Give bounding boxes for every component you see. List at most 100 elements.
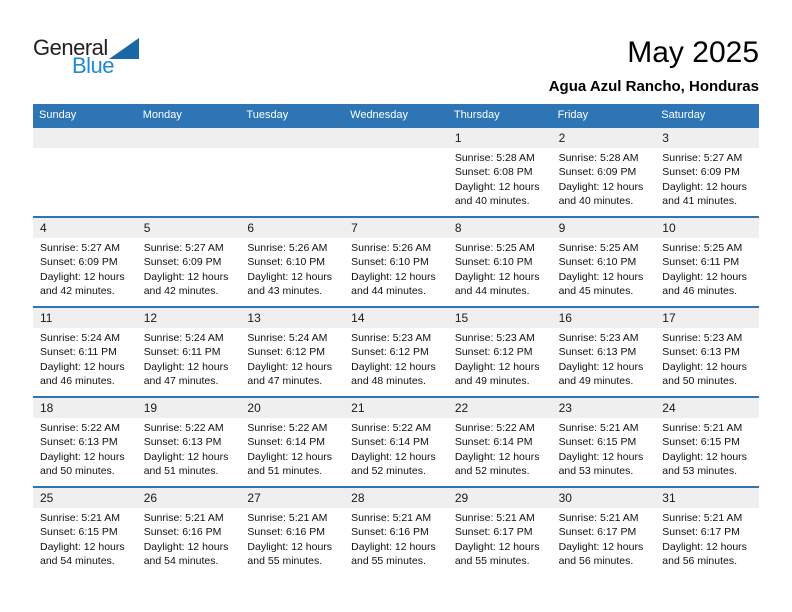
- day-details: Sunrise: 5:22 AM Sunset: 6:14 PM Daylight:…: [344, 418, 448, 479]
- day-cell-4: 4 Sunrise: 5:27 AM Sunset: 6:09 PM Daylight…: [33, 218, 137, 306]
- day-detail-line: Sunrise: 5:24 AM: [247, 332, 328, 344]
- day-detail-line: Sunrise: 5:25 AM: [662, 242, 743, 254]
- day-details: Sunrise: 5:21 AM Sunset: 6:16 PM Daylight:…: [137, 508, 241, 569]
- day-detail-line: Sunset: 6:10 PM: [351, 256, 429, 269]
- day-detail-line: and 43 minutes.: [247, 285, 323, 298]
- day-detail-line: Daylight: 12 hours: [40, 450, 125, 463]
- day-number: 24: [655, 398, 759, 418]
- day-detail-line: Daylight: 12 hours: [662, 270, 747, 283]
- day-number: 17: [655, 308, 759, 328]
- day-cell-30: 30 Sunrise: 5:21 AM Sunset: 6:17 PM Dayligh…: [551, 488, 656, 576]
- day-details: Sunrise: 5:21 AM Sunset: 6:17 PM Daylight:…: [552, 508, 656, 569]
- day-number: 26: [136, 488, 241, 508]
- day-number: 22: [447, 398, 552, 418]
- day-detail-line: Sunrise: 5:22 AM: [247, 422, 328, 434]
- day-number: 27: [240, 488, 345, 508]
- day-number: 7: [344, 218, 448, 238]
- week-row: 4 Sunrise: 5:27 AM Sunset: 6:09 PM Daylight…: [33, 216, 759, 306]
- day-detail-line: Daylight: 12 hours: [454, 270, 540, 283]
- day-details: Sunrise: 5:25 AM Sunset: 6:10 PM Daylight:…: [448, 238, 552, 299]
- day-detail-line: Sunrise: 5:26 AM: [351, 242, 432, 254]
- day-cell-empty: [240, 128, 345, 216]
- day-details: Sunrise: 5:25 AM Sunset: 6:10 PM Daylight:…: [552, 238, 656, 299]
- day-detail-line: Sunrise: 5:25 AM: [454, 242, 535, 254]
- day-cell-22: 22 Sunrise: 5:22 AM Sunset: 6:14 PM Dayligh…: [447, 398, 552, 486]
- day-detail-line: Daylight: 12 hours: [143, 270, 229, 283]
- day-details: Sunrise: 5:21 AM Sunset: 6:15 PM Daylight:…: [33, 508, 137, 569]
- day-detail-line: Sunset: 6:12 PM: [454, 346, 533, 359]
- day-number: [136, 128, 241, 148]
- day-detail-line: Daylight: 12 hours: [40, 540, 125, 553]
- day-details: Sunrise: 5:22 AM Sunset: 6:14 PM Daylight:…: [448, 418, 552, 479]
- day-number: [33, 128, 137, 148]
- day-number: 1: [447, 128, 552, 148]
- day-detail-line: and 47 minutes.: [247, 375, 323, 388]
- day-detail-line: and 55 minutes.: [454, 555, 530, 568]
- day-cell-10: 10 Sunrise: 5:25 AM Sunset: 6:11 PM Dayligh…: [655, 218, 759, 306]
- weekday-header-friday: Friday: [557, 109, 589, 121]
- day-number: 23: [551, 398, 656, 418]
- day-number: [240, 128, 345, 148]
- day-details: Sunrise: 5:21 AM Sunset: 6:16 PM Daylight:…: [344, 508, 448, 569]
- day-cell-9: 9 Sunrise: 5:25 AM Sunset: 6:10 PM Daylight…: [551, 218, 656, 306]
- day-detail-line: and 46 minutes.: [662, 285, 737, 298]
- day-detail-line: Daylight: 12 hours: [351, 540, 436, 553]
- day-detail-line: Sunrise: 5:28 AM: [454, 152, 535, 164]
- day-cell-8: 8 Sunrise: 5:25 AM Sunset: 6:10 PM Daylight…: [447, 218, 552, 306]
- day-detail-line: Sunset: 6:10 PM: [558, 256, 637, 269]
- day-number: 25: [33, 488, 137, 508]
- day-detail-line: Sunset: 6:17 PM: [558, 526, 637, 539]
- day-detail-line: and 40 minutes.: [558, 195, 634, 208]
- day-details: [344, 148, 448, 151]
- day-detail-line: Sunrise: 5:21 AM: [662, 512, 743, 524]
- day-detail-line: Sunset: 6:16 PM: [247, 526, 326, 539]
- day-detail-line: Sunrise: 5:27 AM: [143, 242, 224, 254]
- day-number: 6: [240, 218, 345, 238]
- day-number: 10: [655, 218, 759, 238]
- day-cell-18: 18 Sunrise: 5:22 AM Sunset: 6:13 PM Dayligh…: [33, 398, 137, 486]
- day-detail-line: Sunrise: 5:21 AM: [454, 512, 535, 524]
- day-number: 28: [344, 488, 448, 508]
- week-row: 18 Sunrise: 5:22 AM Sunset: 6:13 PM Dayligh…: [33, 396, 759, 486]
- day-number: 2: [551, 128, 656, 148]
- day-detail-line: and 45 minutes.: [558, 285, 634, 298]
- day-details: [240, 148, 344, 151]
- day-details: Sunrise: 5:21 AM Sunset: 6:15 PM Daylight:…: [655, 418, 759, 479]
- day-detail-line: Sunset: 6:16 PM: [143, 526, 222, 539]
- day-detail-line: Sunset: 6:15 PM: [558, 436, 637, 449]
- day-detail-line: Sunset: 6:14 PM: [351, 436, 429, 449]
- weekday-header-thursday: Thursday: [453, 109, 500, 121]
- day-number: 12: [136, 308, 241, 328]
- day-cell-empty: [344, 128, 448, 216]
- day-detail-line: and 42 minutes.: [40, 285, 115, 298]
- day-detail-line: Daylight: 12 hours: [143, 540, 229, 553]
- day-detail-line: Daylight: 12 hours: [662, 180, 747, 193]
- day-cell-23: 23 Sunrise: 5:21 AM Sunset: 6:15 PM Dayligh…: [551, 398, 656, 486]
- day-details: Sunrise: 5:27 AM Sunset: 6:09 PM Daylight:…: [33, 238, 137, 299]
- day-detail-line: and 56 minutes.: [558, 555, 634, 568]
- day-detail-line: and 51 minutes.: [247, 465, 323, 478]
- day-detail-line: Sunrise: 5:21 AM: [662, 422, 743, 434]
- day-cell-21: 21 Sunrise: 5:22 AM Sunset: 6:14 PM Dayligh…: [344, 398, 448, 486]
- day-detail-line: Daylight: 12 hours: [662, 540, 747, 553]
- day-detail-line: Sunset: 6:13 PM: [558, 346, 637, 359]
- day-detail-line: Daylight: 12 hours: [558, 270, 644, 283]
- logo-text-blue: Blue: [72, 53, 115, 78]
- day-detail-line: Sunset: 6:11 PM: [143, 346, 221, 359]
- day-detail-line: Sunrise: 5:24 AM: [40, 332, 120, 344]
- day-details: [137, 148, 241, 151]
- day-detail-line: and 52 minutes.: [454, 465, 530, 478]
- day-number: 29: [447, 488, 552, 508]
- day-cell-6: 6 Sunrise: 5:26 AM Sunset: 6:10 PM Daylight…: [240, 218, 345, 306]
- weekday-header-row: Sunday Monday Tuesday Wednesday Thursday Frid…: [33, 104, 759, 126]
- day-detail-line: Sunset: 6:13 PM: [40, 436, 118, 449]
- day-detail-line: and 56 minutes.: [662, 555, 737, 568]
- day-detail-line: and 55 minutes.: [351, 555, 426, 568]
- day-details: Sunrise: 5:28 AM Sunset: 6:09 PM Daylight:…: [552, 148, 656, 209]
- day-number: 15: [447, 308, 552, 328]
- day-details: Sunrise: 5:27 AM Sunset: 6:09 PM Daylight:…: [655, 148, 759, 209]
- day-number: 3: [655, 128, 759, 148]
- day-detail-line: Sunset: 6:16 PM: [351, 526, 429, 539]
- day-detail-line: Sunset: 6:13 PM: [143, 436, 222, 449]
- day-detail-line: Sunset: 6:09 PM: [662, 166, 740, 179]
